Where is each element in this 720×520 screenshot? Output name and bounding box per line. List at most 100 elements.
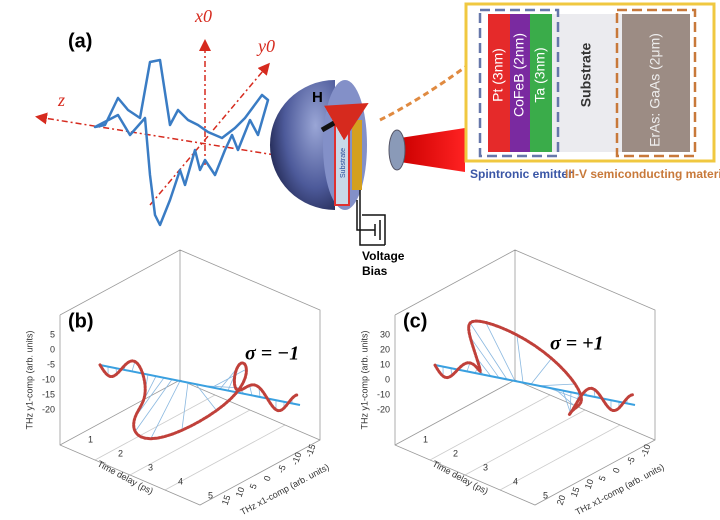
waveform	[93, 58, 270, 227]
projection	[134, 379, 173, 432]
grid-line	[499, 424, 621, 491]
panel-label: (a)	[68, 30, 92, 52]
grid-line	[429, 394, 551, 461]
projection	[562, 390, 571, 413]
tick-label: 2	[453, 448, 458, 458]
axis-label: THz y1-comp (arb. units)	[24, 330, 34, 429]
lens	[388, 129, 406, 171]
tick-label: -20	[377, 404, 390, 414]
tick-label: 5	[248, 482, 259, 490]
projection	[469, 336, 500, 379]
axis-label: z	[57, 90, 65, 110]
layer-label: CoFeB (2nm)	[511, 33, 527, 117]
zoom-link	[379, 63, 469, 122]
tick-label: 1	[423, 434, 428, 444]
axis-label: THz y1-comp (arb. units)	[359, 330, 369, 429]
device-label: Substrate	[340, 148, 347, 178]
tick-label: 0	[50, 344, 55, 354]
layer	[488, 14, 510, 152]
tick-label: -5	[625, 456, 637, 467]
layer	[552, 14, 622, 152]
panel-label: (b)	[68, 310, 94, 332]
time-axis-line	[434, 364, 636, 406]
tick-label: 30	[380, 329, 390, 339]
tick-label: 0	[611, 466, 622, 474]
tick-label: -10	[42, 374, 55, 384]
projection	[249, 385, 253, 396]
tick-label: 2	[118, 448, 123, 458]
emitter-box	[478, 8, 560, 158]
field-label: H	[312, 89, 323, 106]
axis-label: Time delay (ps)	[96, 459, 155, 497]
axis-label: x0	[194, 6, 212, 26]
projection	[569, 392, 572, 414]
layer-labels: Pt (3nm) CoFeB (2nm) Ta (3nm) Substrate …	[490, 33, 663, 147]
layer-label: ErAs: GaAs (2μm)	[647, 33, 663, 147]
bias-label: Bias	[362, 264, 388, 278]
tick-label: -10	[290, 451, 304, 467]
tick-label: 5	[597, 474, 608, 482]
tick-label: 15	[220, 494, 233, 507]
tick-label: 3	[483, 462, 488, 472]
caption: III-V semiconducting material	[565, 167, 720, 181]
axis-label: y0	[256, 36, 275, 56]
hemisphere	[269, 80, 335, 210]
projection	[516, 334, 524, 383]
tick-label: 20	[380, 344, 390, 354]
tick-label: -15	[304, 443, 318, 459]
tick-label: 10	[234, 486, 247, 499]
tick-label: -5	[276, 464, 288, 475]
tick-label: 15	[569, 486, 582, 499]
projection	[538, 383, 576, 387]
time-axis-line	[99, 364, 301, 406]
layer-label: Pt (3nm)	[490, 48, 506, 102]
projection	[131, 361, 136, 372]
tick-label: -5	[47, 359, 55, 369]
layer	[622, 14, 690, 152]
layer	[530, 14, 552, 152]
grid-line	[464, 409, 586, 476]
layer	[510, 14, 530, 152]
projection	[485, 322, 516, 382]
sigma-label: σ = +1	[550, 333, 604, 355]
grid-line	[164, 424, 286, 491]
tick-label: 0	[262, 474, 273, 482]
tick-label: 20	[555, 494, 568, 507]
tick-label: 0	[385, 374, 390, 384]
caption: Spintronic emitter	[470, 167, 573, 181]
tick-label: 4	[513, 476, 518, 486]
grid-line	[94, 394, 216, 461]
tick-label: -10	[377, 389, 390, 399]
tick-label: 10	[583, 478, 596, 491]
laser-beam	[400, 128, 465, 172]
trajectory	[433, 319, 635, 416]
bias-circuit	[356, 190, 386, 246]
projection	[469, 322, 508, 380]
projection	[181, 382, 189, 431]
bias-label: Voltage	[362, 249, 405, 263]
projection	[195, 383, 217, 411]
axes	[35, 39, 276, 206]
trajectory	[98, 359, 300, 441]
field-arrow	[320, 102, 369, 141]
sigma-label: σ = −1	[245, 343, 299, 365]
layer-label: Substrate	[578, 43, 594, 108]
panel-label: (c)	[403, 310, 427, 332]
semi-box	[615, 8, 697, 158]
tick-label: -10	[639, 443, 653, 459]
tick-label: 4	[178, 476, 183, 486]
tick-label: 5	[208, 490, 213, 500]
tick-label: 10	[380, 359, 390, 369]
axis-label: Time delay (ps)	[431, 459, 490, 497]
tick-label: -15	[42, 389, 55, 399]
tick-label: -20	[42, 404, 55, 414]
tick-label: 3	[148, 462, 153, 472]
layer-label: Ta (3nm)	[532, 47, 548, 102]
projection	[530, 358, 552, 385]
grid-line	[129, 409, 251, 476]
tick-label: 5	[50, 329, 55, 339]
tick-label: 5	[543, 490, 548, 500]
electrode	[352, 120, 362, 190]
